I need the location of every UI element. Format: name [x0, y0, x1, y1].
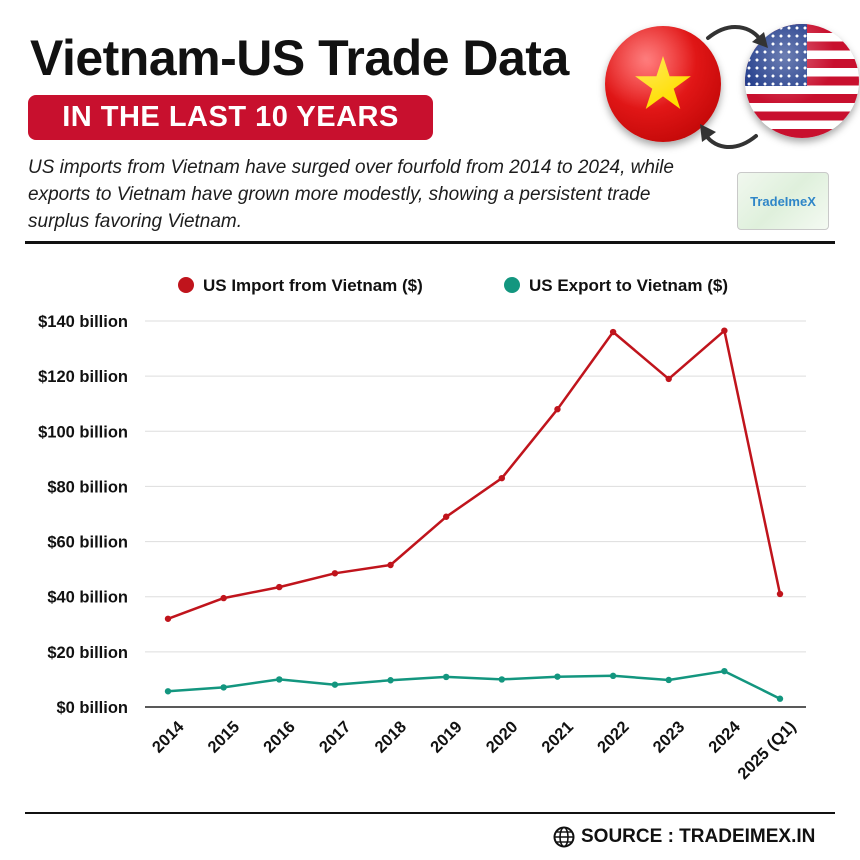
vietnam-flag-icon [605, 26, 721, 142]
source-credit: SOURCE : TRADEIMEX.IN [553, 826, 815, 848]
legend-marker [504, 277, 520, 293]
import-data-point [387, 561, 394, 569]
x-tick-label: 2023 [650, 718, 689, 757]
exchange-arrows-icon [700, 24, 768, 150]
y-tick-label: $120 billion [38, 368, 128, 386]
x-tick-label: 2024 [705, 717, 744, 756]
import-data-point [442, 513, 450, 520]
x-tick-label: 2017 [316, 718, 355, 757]
y-tick-label: $0 billion [56, 699, 128, 717]
import-data-point [331, 570, 339, 577]
y-tick-label: $80 billion [47, 478, 128, 496]
export-series-line [166, 669, 782, 700]
globe-icon [553, 826, 575, 848]
export-data-point [498, 676, 506, 683]
export-data-point [776, 695, 784, 702]
footer-divider [25, 812, 835, 814]
export-data-point [220, 684, 227, 691]
tradeimex-logo: TradeImeX [737, 172, 829, 230]
export-data-point [442, 673, 450, 681]
export-data-point [387, 677, 394, 684]
import-data-point [498, 474, 506, 482]
x-tick-label: 2015 [205, 718, 244, 757]
header-divider [25, 241, 835, 244]
export-data-point [665, 676, 672, 684]
x-tick-label: 2021 [538, 718, 577, 757]
x-tick-label: 2019 [427, 718, 466, 757]
legend-label: US Export to Vietnam ($) [529, 276, 728, 295]
x-tick-label: 2022 [594, 718, 633, 757]
export-data-point [164, 688, 172, 695]
import-data-point [276, 583, 283, 591]
export-data-point [721, 667, 728, 675]
page-title: Vietnam-US Trade Data [30, 30, 569, 86]
export-data-point [331, 681, 339, 688]
export-data-point [554, 673, 561, 680]
import-data-point [220, 594, 227, 602]
y-tick-label: $40 billion [47, 589, 128, 607]
import-data-point [554, 406, 561, 413]
legend-marker [178, 277, 194, 293]
period-banner: IN THE LAST 10 YEARS [28, 95, 433, 140]
export-data-point [276, 676, 283, 683]
y-tick-label: $60 billion [47, 534, 128, 552]
import-data-point [609, 328, 617, 336]
import-data-point [665, 375, 672, 383]
y-tick-label: $20 billion [47, 644, 128, 662]
logo-text: TradeImeX [750, 193, 816, 209]
x-tick-label: 2014 [149, 717, 188, 756]
x-tick-label: 2025 (Q1) [734, 718, 799, 783]
trade-line-chart: US Import from Vietnam ($) US Export to V… [38, 276, 806, 783]
import-data-point [164, 615, 172, 622]
summary-text: US imports from Vietnam have surged over… [28, 157, 674, 232]
source-text: SOURCE : TRADEIMEX.IN [581, 826, 816, 847]
import-series-line [166, 329, 782, 621]
legend-label: US Import from Vietnam ($) [203, 276, 423, 295]
import-data-point [776, 590, 784, 598]
x-tick-label: 2020 [483, 718, 522, 757]
import-data-point [721, 327, 728, 334]
y-tick-label: $100 billion [38, 423, 128, 441]
export-data-point [609, 672, 617, 680]
x-tick-label: 2016 [260, 718, 299, 757]
x-tick-label: 2018 [371, 718, 410, 757]
y-tick-label: $140 billion [38, 313, 128, 331]
